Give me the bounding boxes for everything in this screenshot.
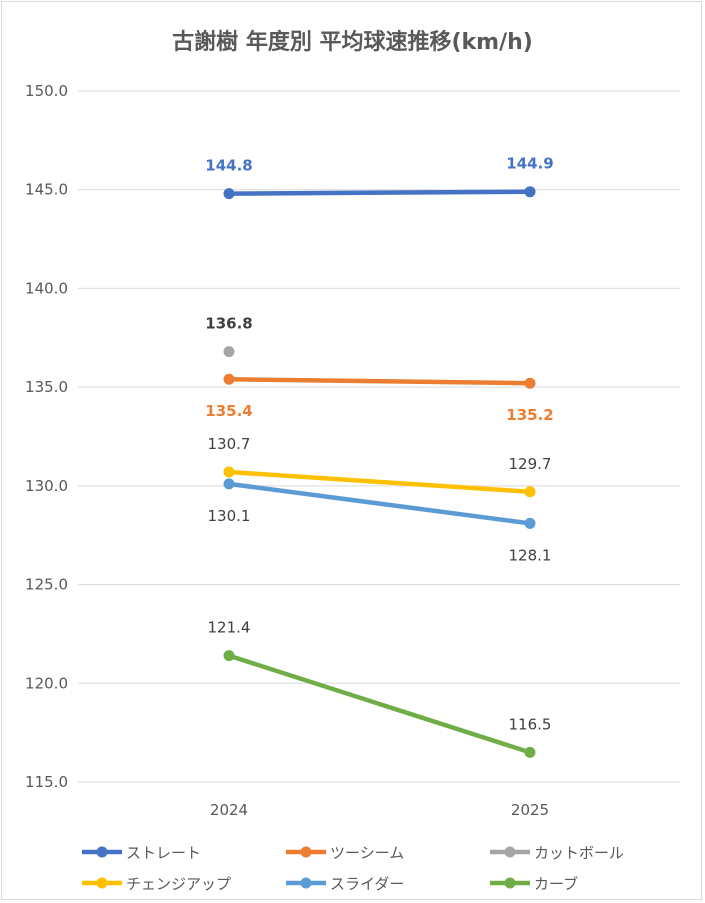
legend-marker <box>504 846 516 858</box>
y-tick-label: 120.0 <box>25 674 68 692</box>
data-label: 116.5 <box>509 715 552 733</box>
x-tick-label: 2025 <box>511 801 549 819</box>
y-tick-label: 115.0 <box>25 773 68 791</box>
legend-label: チェンジアップ <box>126 875 231 893</box>
series-line <box>226 189 533 196</box>
legend-label: カーブ <box>534 875 578 893</box>
y-tick-label: 140.0 <box>25 279 68 297</box>
legend-label: スライダー <box>330 875 404 893</box>
legend-marker <box>300 846 312 858</box>
x-tick-label: 2024 <box>210 801 248 819</box>
data-point <box>223 650 235 662</box>
data-label: 136.8 <box>205 315 252 333</box>
y-tick-label: 150.0 <box>25 82 68 100</box>
data-point <box>524 486 536 498</box>
data-point <box>223 373 235 385</box>
legend-label: カットボール <box>534 844 624 862</box>
series-line <box>226 653 533 755</box>
data-label: 129.7 <box>509 455 552 473</box>
y-tick-label: 145.0 <box>25 181 68 199</box>
legend-label: ストレート <box>126 844 201 862</box>
data-point <box>524 746 536 758</box>
data-point <box>524 377 536 389</box>
data-label: 121.4 <box>208 619 251 637</box>
legend-label: ツーシーム <box>330 844 404 862</box>
y-tick-label: 130.0 <box>25 477 68 495</box>
series-line <box>226 481 533 526</box>
data-label: 135.4 <box>205 402 252 420</box>
data-label: 144.9 <box>506 155 553 173</box>
data-point <box>223 346 235 358</box>
data-point <box>223 188 235 200</box>
y-tick-label: 125.0 <box>25 576 68 594</box>
data-label: 128.1 <box>509 546 552 564</box>
series-line <box>226 376 533 386</box>
y-tick-label: 135.0 <box>25 378 68 396</box>
legend-marker <box>96 877 108 889</box>
data-point <box>524 186 536 198</box>
data-label: 135.2 <box>506 406 553 424</box>
legend-marker <box>504 877 516 889</box>
data-label: 130.1 <box>208 507 251 525</box>
series-line <box>226 469 533 495</box>
legend-marker <box>300 877 312 889</box>
data-point <box>223 478 235 490</box>
data-point <box>524 517 536 529</box>
legend-marker <box>96 846 108 858</box>
data-label: 144.8 <box>205 157 252 175</box>
data-point <box>223 466 235 478</box>
chart-title: 古謝樹 年度別 平均球速推移(km/h) <box>172 30 533 55</box>
data-label: 130.7 <box>208 435 251 453</box>
